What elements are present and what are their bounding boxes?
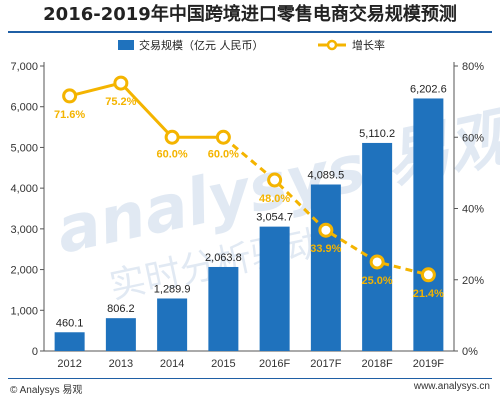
left-y-tick-label: 5,000 — [10, 142, 38, 154]
bar-value-label: 5,110.2 — [359, 128, 395, 140]
legend: 交易规模（亿元 人民币） 增长率 — [118, 38, 385, 52]
legend-bar-label: 交易规模（亿元 人民币） — [139, 38, 264, 52]
bar — [259, 226, 290, 351]
right-y-tick-label: 0% — [462, 346, 478, 358]
growth-point — [164, 129, 180, 145]
bar-value-label: 1,289.9 — [154, 283, 191, 295]
legend-line-label: 增长率 — [352, 38, 385, 52]
left-y-tick-label: 3,000 — [10, 224, 38, 236]
footer-divider — [8, 378, 492, 379]
right-y-tick-label: 20% — [462, 275, 484, 287]
growth-point — [267, 172, 283, 188]
legend-line-marker — [326, 39, 338, 51]
bar-value-label: 3,054.7 — [256, 212, 293, 224]
growth-value-label: 25.0% — [362, 275, 393, 287]
bar-value-label: 806.2 — [107, 303, 135, 315]
growth-value-label: 71.6% — [54, 109, 85, 121]
x-tick-label: 2014 — [160, 358, 184, 370]
footer-copyright: © Analysys 易观 — [10, 385, 83, 396]
left-y-tick-label: 4,000 — [10, 183, 38, 195]
growth-value-label: 33.9% — [310, 243, 341, 255]
growth-line-group: 71.6% 75.2% 60.0% 60.0% 48.0% 33.9% 25.0% 21.4% — [54, 75, 444, 300]
x-tick-label: 2012 — [57, 358, 81, 370]
left-y-tick-label: 6,000 — [10, 102, 38, 114]
right-y-tick-label: 60% — [462, 132, 484, 144]
bar — [413, 98, 444, 351]
right-y-tick-label: 40% — [462, 204, 484, 216]
bar-value-label: 6,202.6 — [410, 83, 447, 95]
title-divider — [8, 31, 492, 33]
bar-value-label: 4,089.5 — [308, 169, 345, 181]
title-bar: 2016-2019年中国跨境进口零售电商交易规模预测 — [0, 0, 500, 30]
bar — [157, 298, 188, 351]
bar — [362, 142, 393, 351]
x-tick-label: 2015 — [211, 358, 235, 370]
bar-value-label: 2,063.8 — [205, 252, 242, 264]
growth-value-label: 21.4% — [413, 288, 444, 300]
bar-value-label: 460.1 — [56, 317, 84, 329]
growth-point — [62, 88, 78, 104]
growth-line-actual — [69, 81, 224, 139]
growth-value-label: 60.0% — [157, 148, 188, 160]
x-tick-label: 2018F — [362, 358, 393, 370]
bar — [54, 332, 85, 351]
left-y-tick-label: 1,000 — [10, 305, 38, 317]
chart-title: 2016-2019年中国跨境进口零售电商交易规模预测 — [43, 4, 457, 25]
growth-point — [113, 75, 129, 91]
bar — [208, 266, 239, 351]
x-tick-label: 2017F — [310, 358, 341, 370]
left-y-tick-label: 2,000 — [10, 265, 38, 277]
bars-group: 460.1 806.2 1,289.9 2,063.8 3,054.7 4,089.5 5,… — [54, 83, 447, 351]
x-tick-label: 2013 — [109, 358, 133, 370]
legend-bar-swatch — [118, 40, 134, 50]
growth-value-label: 60.0% — [208, 148, 239, 160]
growth-point — [420, 267, 436, 283]
bar — [310, 184, 341, 351]
growth-value-label: 48.0% — [259, 193, 290, 205]
right-y-tick-label: 80% — [462, 61, 484, 73]
growth-point — [369, 254, 385, 270]
left-y-tick-label: 0 — [32, 346, 38, 358]
x-tick-label: 2019F — [413, 358, 444, 370]
left-y-tick-label: 7,000 — [10, 61, 38, 73]
bar — [105, 318, 136, 351]
x-tick-label: 2016F — [259, 358, 290, 370]
growth-point — [215, 129, 231, 145]
growth-value-label: 75.2% — [105, 96, 136, 108]
growth-point — [318, 222, 334, 238]
footer-website: www.analysys.cn — [413, 381, 490, 392]
